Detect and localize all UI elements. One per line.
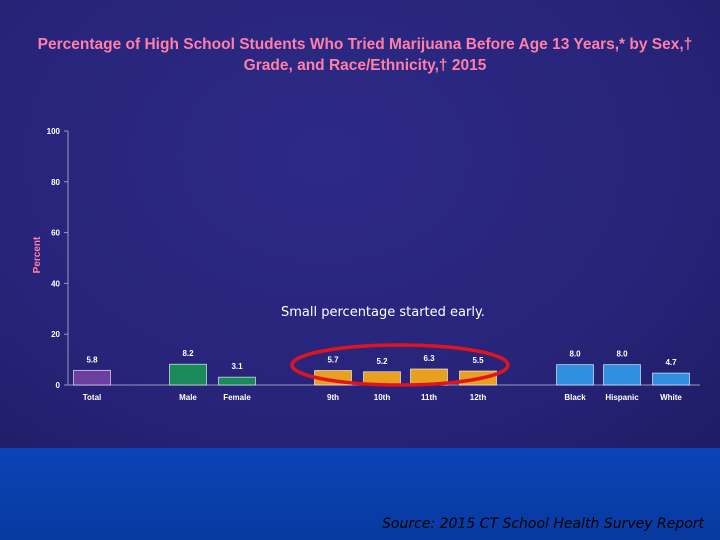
category-label: 10th [374, 393, 391, 402]
data-label: 8.0 [616, 350, 628, 359]
bar [556, 364, 594, 386]
chart-title: Percentage of High School Students Who T… [37, 36, 693, 74]
footer-band [0, 448, 720, 540]
category-label: 9th [327, 393, 339, 402]
data-label: 8.2 [182, 349, 194, 358]
category-label: 12th [470, 393, 487, 402]
y-tick-label: 20 [51, 330, 60, 339]
data-label: 6.3 [423, 354, 435, 363]
bar [652, 372, 690, 386]
data-label: 3.1 [231, 362, 243, 371]
bar-layer: 5.8 Total 8.2 Male 3.1 Female 5.7 9th 5.2 10th 6.3… [73, 349, 690, 402]
bar [603, 364, 641, 386]
category-label: Male [179, 393, 197, 402]
annotation-text: Small percentage started early. [281, 305, 485, 320]
data-label: 5.7 [327, 356, 339, 365]
y-tick-label: 100 [47, 127, 61, 136]
y-tick-label: 80 [51, 178, 60, 187]
axis-layer: 0 20 40 60 80 100 Percent [32, 127, 700, 390]
data-label: 5.5 [472, 356, 484, 365]
category-label: Black [564, 393, 586, 402]
category-label: Female [223, 393, 251, 402]
category-label: White [660, 393, 682, 402]
bar [169, 363, 207, 386]
y-axis-label: Percent [32, 236, 43, 273]
data-label: 4.7 [665, 358, 677, 367]
data-label: 8.0 [569, 350, 581, 359]
annotation-layer [290, 343, 510, 387]
highlight-ellipse [290, 343, 510, 387]
y-tick-label: 40 [51, 279, 60, 288]
bar [73, 369, 111, 386]
category-label: 11th [421, 393, 437, 402]
source-note: Source: 2015 CT School Health Survey Rep… [382, 516, 704, 532]
category-label: Hispanic [605, 393, 639, 402]
data-label: 5.8 [86, 355, 98, 364]
chart-panel [0, 0, 720, 448]
category-label: Total [83, 393, 102, 402]
y-tick-label: 60 [51, 229, 60, 238]
bar [218, 376, 256, 386]
y-tick-label: 0 [56, 381, 61, 390]
data-label: 5.2 [376, 357, 388, 366]
